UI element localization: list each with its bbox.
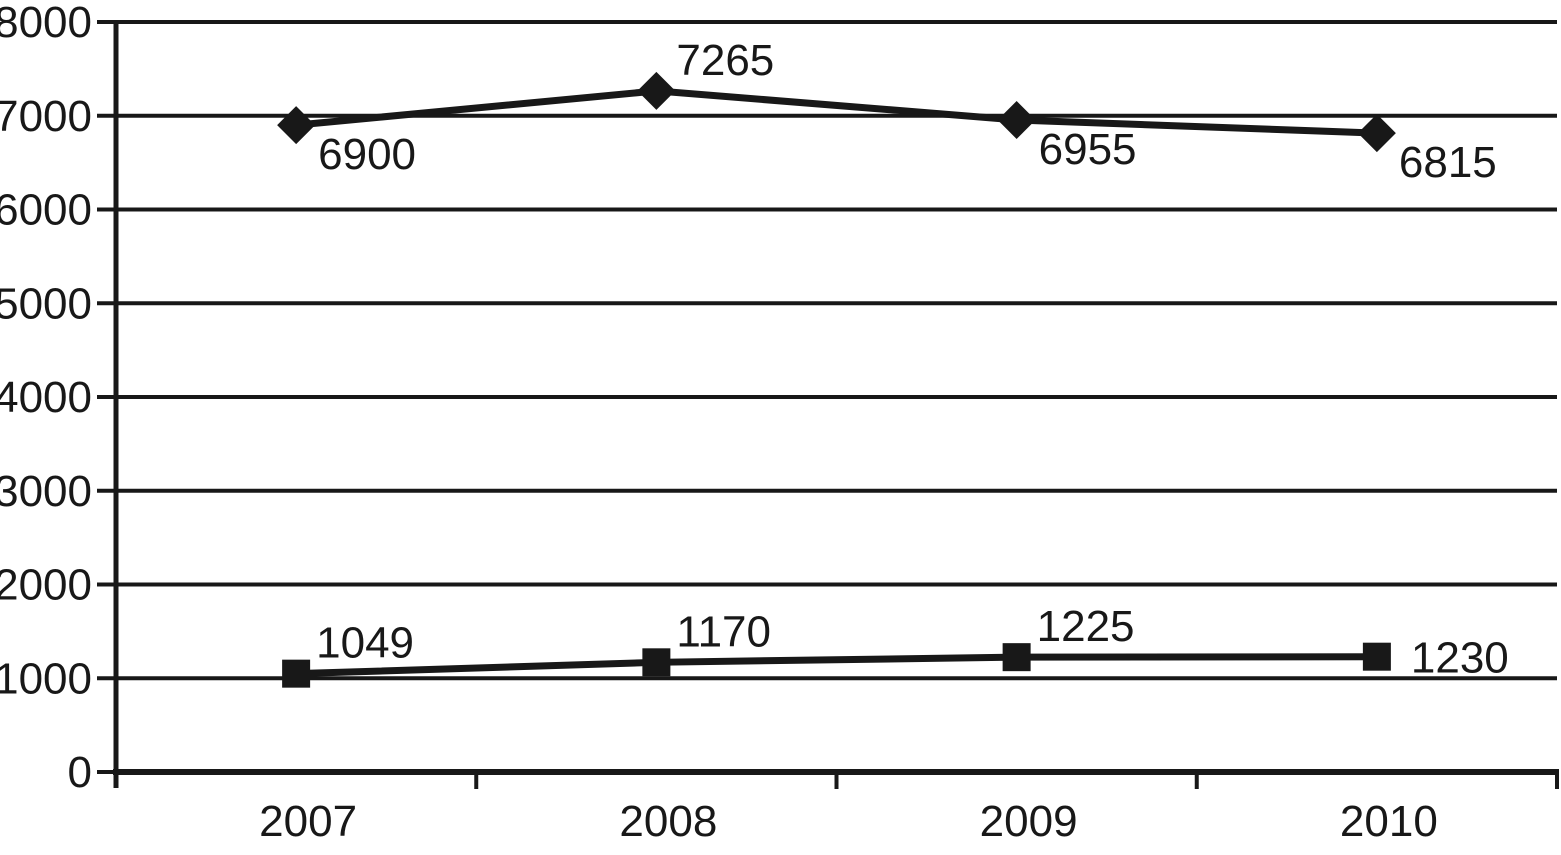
data-point-label: 1049 bbox=[316, 619, 414, 668]
y-tick-label: 7000 bbox=[0, 92, 92, 141]
y-tick-label: 6000 bbox=[0, 186, 92, 235]
y-tick-label: 5000 bbox=[0, 279, 92, 328]
square-marker bbox=[1002, 643, 1031, 672]
y-tick-label: 0 bbox=[68, 748, 92, 797]
diamond-marker bbox=[1357, 114, 1396, 153]
square-marker bbox=[282, 659, 311, 688]
diamond-marker bbox=[997, 100, 1036, 139]
y-tick-label: 4000 bbox=[0, 373, 92, 422]
data-point-label: 6900 bbox=[318, 130, 416, 179]
y-tick-label: 8000 bbox=[0, 0, 92, 47]
data-point-label: 1170 bbox=[676, 607, 771, 656]
y-tick-label: 1000 bbox=[0, 654, 92, 703]
series-line-square bbox=[296, 653, 1377, 678]
series-line-diamond bbox=[295, 87, 1378, 137]
diamond-marker bbox=[277, 106, 316, 145]
y-tick-label: 3000 bbox=[0, 467, 92, 516]
x-category-label: 2010 bbox=[1340, 797, 1438, 846]
data-point-label: 1230 bbox=[1411, 634, 1509, 683]
data-point-label: 6815 bbox=[1399, 138, 1497, 187]
x-category-label: 2009 bbox=[980, 797, 1078, 846]
x-category-label: 2007 bbox=[259, 797, 357, 846]
y-tick-label: 2000 bbox=[0, 561, 92, 610]
x-category-label: 2008 bbox=[619, 797, 717, 846]
square-marker bbox=[1362, 642, 1391, 671]
data-point-label: 6955 bbox=[1039, 125, 1137, 174]
data-point-label: 7265 bbox=[676, 36, 774, 85]
data-point-label: 1225 bbox=[1037, 602, 1135, 651]
diamond-marker bbox=[637, 71, 676, 110]
square-marker bbox=[642, 648, 671, 677]
